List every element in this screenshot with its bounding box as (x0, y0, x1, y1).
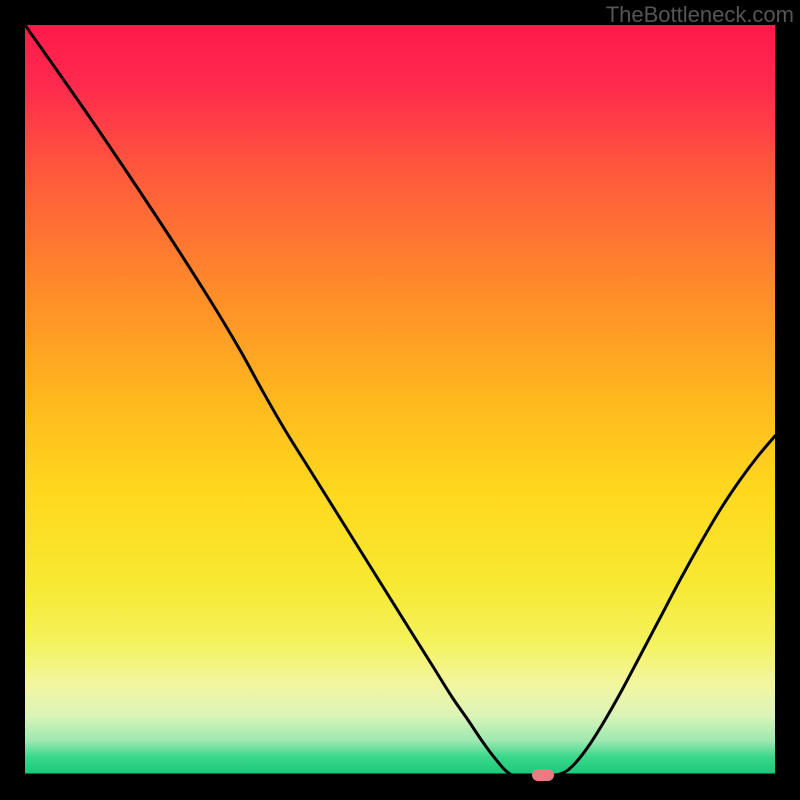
chart-curve-layer (0, 0, 800, 800)
chart-stage: TheBottleneck.com (0, 0, 800, 800)
optimal-marker (532, 769, 554, 781)
bottleneck-curve (25, 25, 775, 775)
watermark-text: TheBottleneck.com (606, 2, 794, 28)
